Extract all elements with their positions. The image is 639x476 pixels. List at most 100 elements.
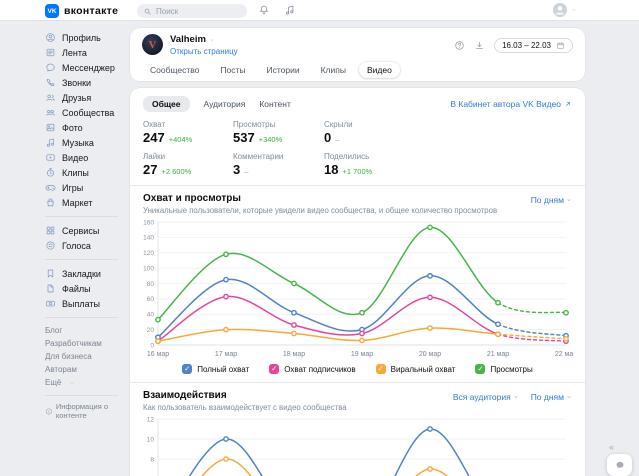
- content-info-link[interactable]: Информация о контенте: [45, 402, 130, 420]
- sidebar-menu-main: Профиль Лента Мессенджер Звонки Друзья Сообще…: [45, 30, 130, 210]
- community-tab-посты[interactable]: Посты: [220, 65, 246, 75]
- sidebar-item-label: Сообщества: [62, 107, 115, 118]
- files-icon: [47, 284, 54, 293]
- account-menu[interactable]: [553, 3, 577, 17]
- stat-комментарии: Комментарии 3–: [233, 152, 324, 177]
- checkbox-checked-icon[interactable]: ✓: [182, 364, 193, 374]
- sidebar-item-files[interactable]: Файлы: [45, 281, 130, 296]
- legend-item-3[interactable]: ✓ Просмотры: [475, 364, 533, 374]
- legend-item-1[interactable]: ✓ Охват подписчиков: [269, 364, 356, 374]
- legend-label: Полный охват: [197, 364, 250, 374]
- period-dropdown[interactable]: По дням: [531, 195, 572, 205]
- svg-text:100: 100: [143, 265, 154, 272]
- footer-link-developers[interactable]: Разработчикам: [45, 339, 102, 348]
- vk-logo[interactable]: VK: [45, 4, 59, 18]
- period-dropdown[interactable]: По дням: [531, 392, 572, 402]
- sidebar-divider: [45, 259, 118, 260]
- svg-text:140: 140: [143, 235, 154, 242]
- tab-general[interactable]: Общее: [143, 96, 190, 112]
- sidebar-item-bookmarks[interactable]: Закладки: [45, 266, 130, 281]
- audience-dropdown[interactable]: Вся аудитория: [453, 392, 519, 402]
- sidebar-item-clips[interactable]: Клипы: [45, 165, 130, 180]
- tab-content[interactable]: Контент: [259, 99, 291, 109]
- svg-text:40: 40: [147, 312, 155, 319]
- chart-legend: ✓ Полный охват ✓ Охват подписчиков ✓ Виральны…: [143, 364, 572, 374]
- sidebar-item-messenger[interactable]: Мессенджер: [45, 60, 130, 75]
- sidebar-item-label: Сервисы: [62, 225, 100, 236]
- sidebar-item-calls[interactable]: Звонки: [45, 75, 130, 90]
- stat-label: Поделились: [324, 152, 370, 161]
- sidebar-item-music[interactable]: Музыка: [45, 135, 130, 150]
- sidebar-item-profile[interactable]: Профиль: [45, 30, 130, 45]
- search-icon: [144, 8, 151, 15]
- search-input[interactable]: Поиск: [137, 4, 247, 18]
- sidebar-item-video[interactable]: Видео: [45, 150, 130, 165]
- widget-collapse-button[interactable]: «: [608, 442, 614, 452]
- stat-value: 3: [233, 162, 241, 177]
- footer-link-business[interactable]: Для бизнеса: [45, 352, 92, 361]
- help-icon[interactable]: [454, 40, 465, 51]
- download-report-icon[interactable]: [474, 40, 485, 51]
- legend-label: Охват подписчиков: [284, 364, 356, 374]
- stat-value: 18: [324, 162, 339, 177]
- sidebar-item-label: Клипы: [62, 167, 89, 178]
- community-tab-клипы[interactable]: Клипы: [320, 65, 346, 75]
- community-tab-сообщество[interactable]: Сообщество: [150, 65, 200, 75]
- sidebar-item-games[interactable]: Игры: [45, 180, 130, 195]
- reach-views-chart: 0 20 40 60 80 100 120 140 160 16 мар 17 мар 18 мар 1…: [143, 219, 573, 358]
- community-avatar[interactable]: V: [142, 34, 163, 55]
- open-page-link[interactable]: Открыть страницу: [170, 47, 238, 56]
- checkbox-checked-icon[interactable]: ✓: [475, 364, 486, 374]
- community-name-menu[interactable]: Valheim: [170, 34, 238, 45]
- community-header-card: V Valheim Открыть страницу 16.03 – 22.03: [130, 28, 585, 81]
- interactions-section-header: Взаимодействия Как пользователь взаимоде…: [143, 390, 572, 412]
- support-chat-button[interactable]: [607, 454, 632, 476]
- sidebar-item-feed[interactable]: Лента: [45, 45, 130, 60]
- author-cabinet-link[interactable]: В Кабинет автора VK Видео: [450, 99, 572, 109]
- sidebar-item-label: Закладки: [62, 268, 101, 279]
- chevron-down-icon: [70, 381, 74, 384]
- sidebar-item-voices[interactable]: Голоса: [45, 238, 130, 253]
- chevron-down-icon: [567, 396, 571, 398]
- info-icon: [45, 408, 52, 414]
- sidebar-divider: [45, 317, 118, 318]
- checkbox-checked-icon[interactable]: ✓: [269, 364, 280, 374]
- checkbox-checked-icon[interactable]: ✓: [375, 364, 386, 374]
- legend-item-2[interactable]: ✓ Виральный охват: [375, 364, 455, 374]
- card-divider: [130, 185, 585, 186]
- sidebar-item-friends[interactable]: Друзья: [45, 90, 130, 105]
- sidebar-item-payouts[interactable]: Выплаты: [45, 296, 130, 311]
- section-subtitle: Как пользователь взаимодействует с видео…: [143, 403, 347, 412]
- sidebar-item-label: Звонки: [62, 77, 92, 88]
- author-cabinet-label: В Кабинет автора VK Видео: [450, 99, 561, 109]
- tab-audience[interactable]: Аудитория: [203, 99, 246, 109]
- footer-link-blog[interactable]: Блог: [45, 326, 63, 335]
- sidebar-item-market[interactable]: Маркет: [45, 195, 130, 210]
- music-note-icon[interactable]: [284, 4, 296, 16]
- sidebar-item-photos[interactable]: Фото: [45, 120, 130, 135]
- brand-text[interactable]: вконтакте: [64, 5, 119, 17]
- chat-bubble-icon: [616, 461, 623, 469]
- messenger-icon: [46, 63, 55, 72]
- legend-item-0[interactable]: ✓ Полный охват: [182, 364, 249, 374]
- footer-link-authors[interactable]: Авторам: [45, 365, 77, 374]
- notifications-bell-icon[interactable]: [258, 4, 270, 16]
- community-tab-истории[interactable]: Истории: [266, 65, 300, 75]
- sidebar-item-label: Фото: [62, 122, 83, 133]
- community-tab-видео[interactable]: Видео: [358, 62, 400, 78]
- external-link-icon: [566, 102, 570, 106]
- svg-text:120: 120: [143, 250, 154, 257]
- stat-delta: –: [335, 135, 340, 144]
- payouts-icon: [46, 300, 55, 307]
- svg-text:18 мар: 18 мар: [283, 351, 305, 358]
- sidebar-item-services[interactable]: Сервисы: [45, 223, 130, 238]
- footer-more-button[interactable]: Ещё: [45, 376, 75, 389]
- date-range-value: 16.03 – 22.03: [502, 41, 551, 50]
- svg-text:20: 20: [147, 327, 155, 334]
- stat-delta: +340%: [258, 135, 283, 144]
- date-range-picker[interactable]: 16.03 – 22.03: [494, 38, 573, 53]
- user-avatar[interactable]: [553, 3, 567, 17]
- sidebar-item-label: Друзья: [62, 92, 92, 103]
- sidebar-item-communities[interactable]: Сообщества: [45, 105, 130, 120]
